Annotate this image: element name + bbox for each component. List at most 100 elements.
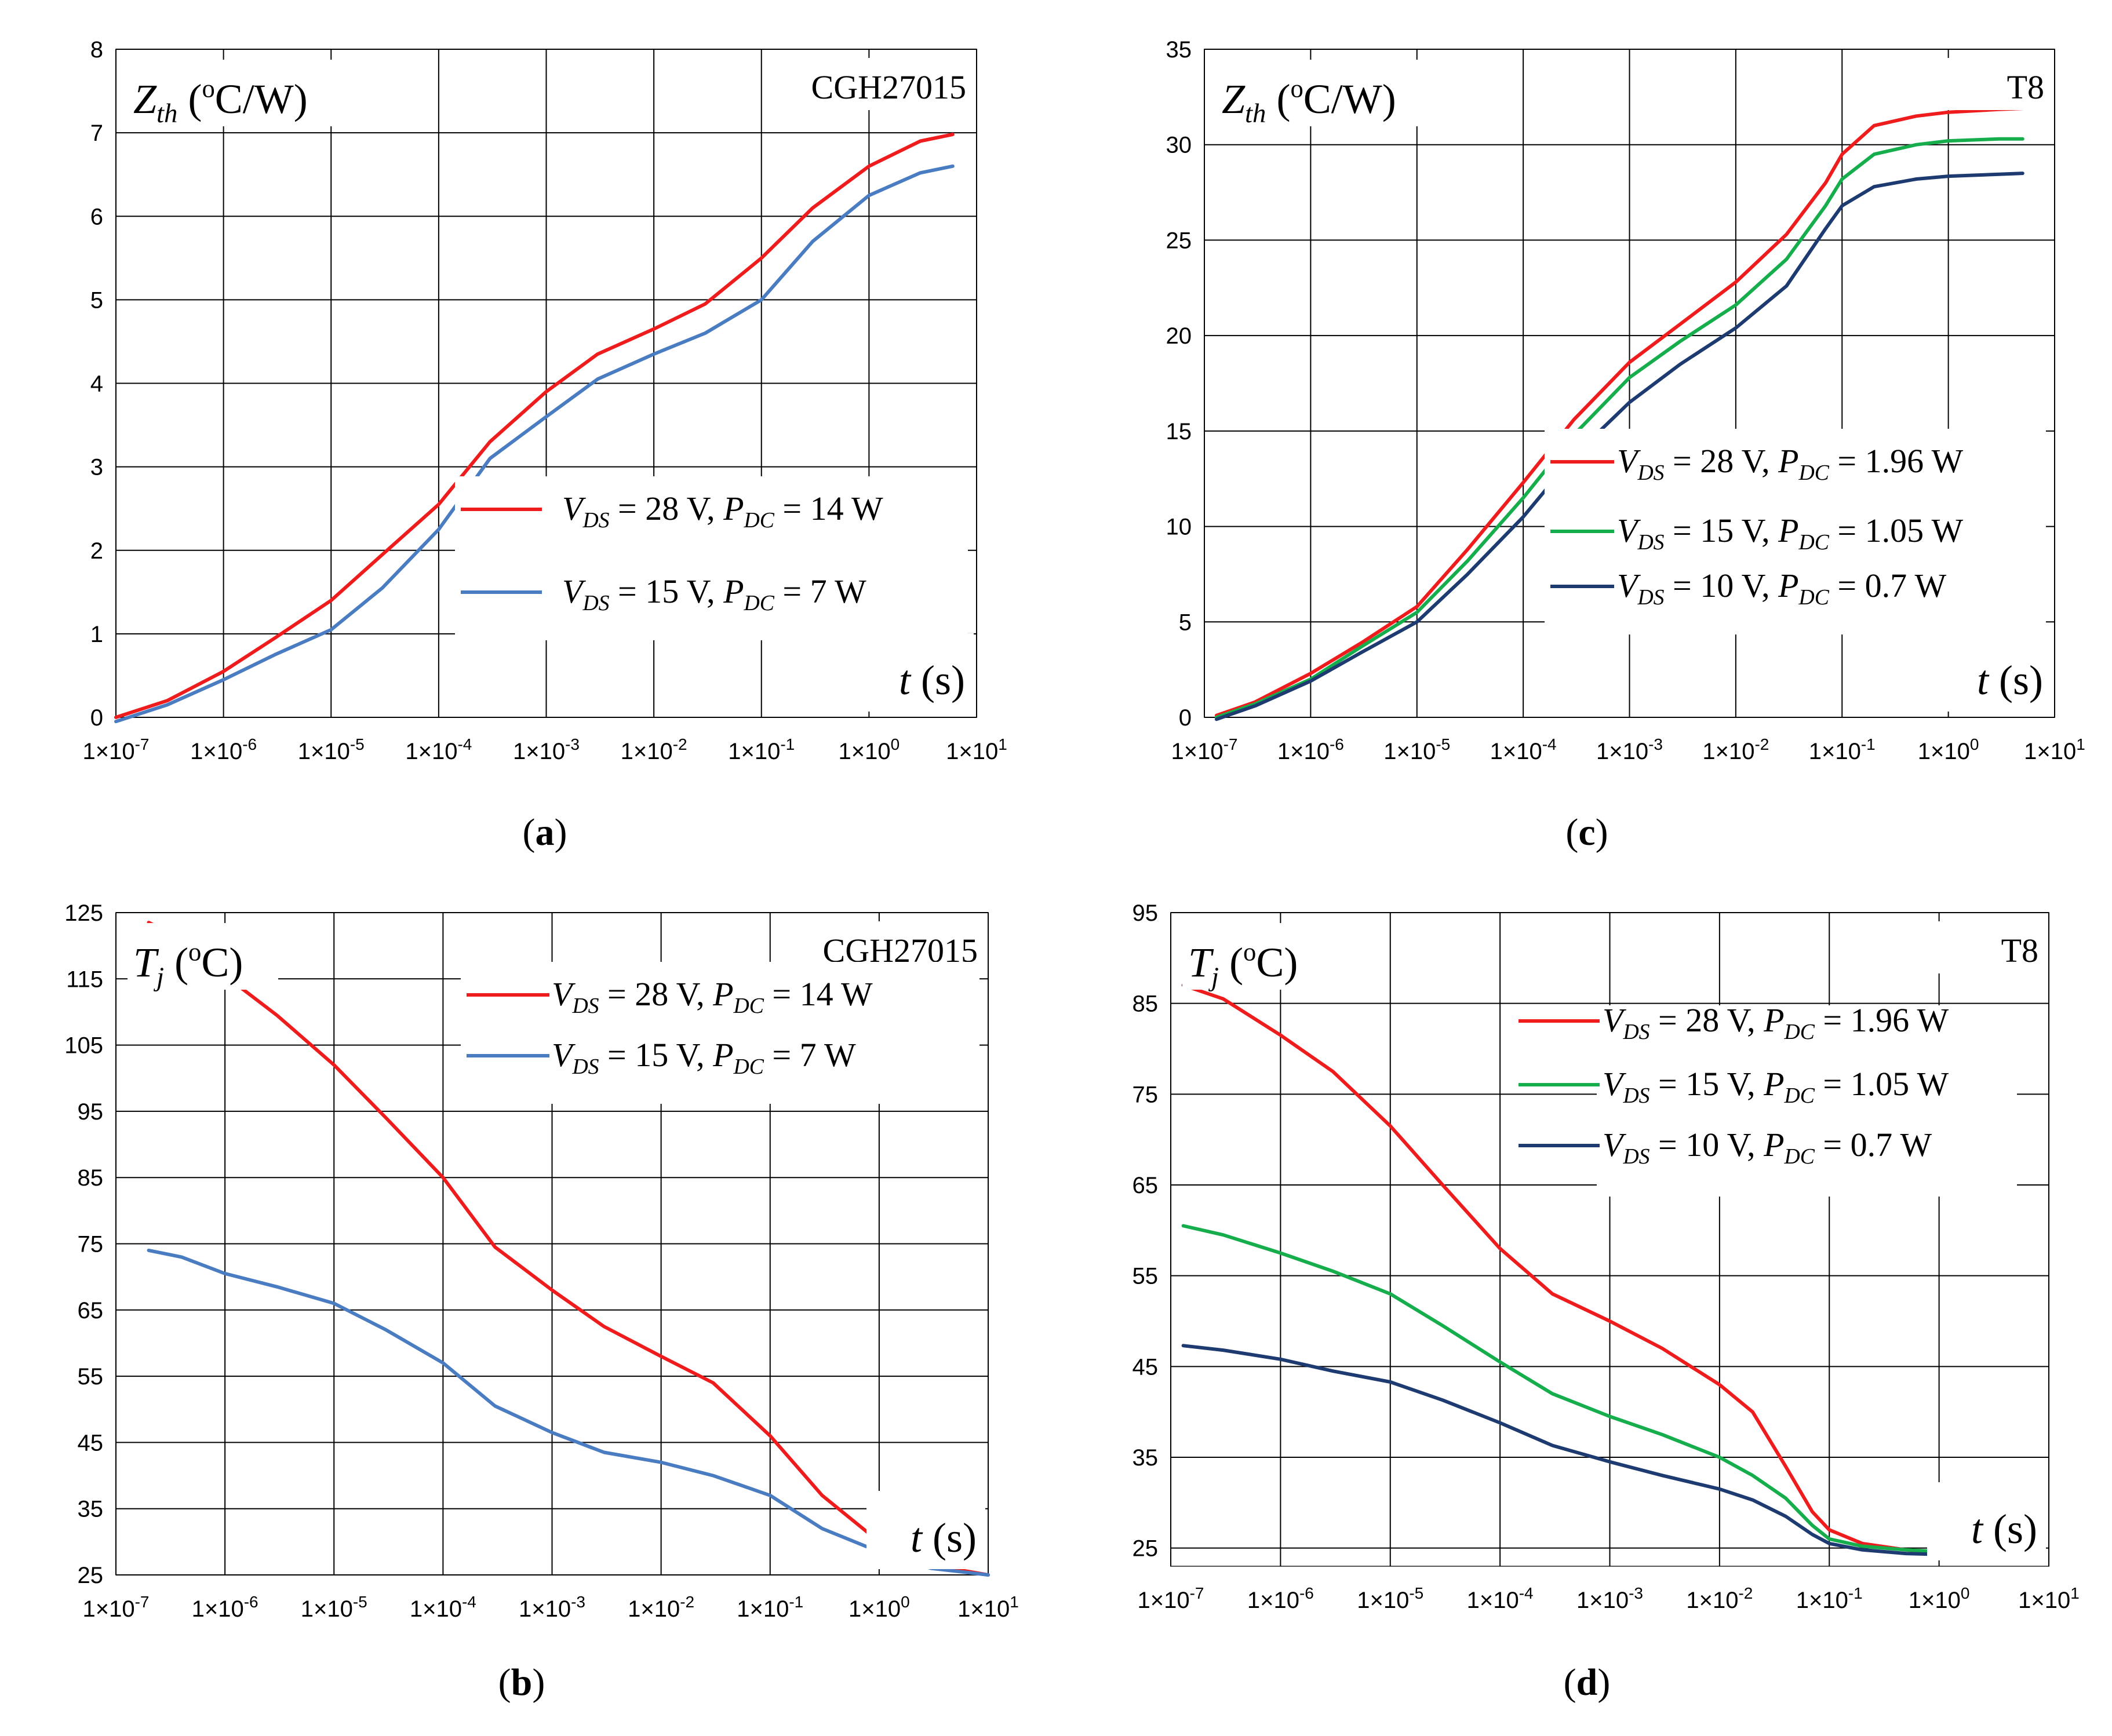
legend-background [1545,429,2046,634]
ylabel-background [128,60,377,126]
x-tick-label: 1×10-1 [737,1593,803,1622]
x-tick-label: 1×10-7 [82,735,149,764]
y-tick-label: 45 [1133,1354,1159,1380]
x-tick-label: 1×10-3 [1576,1584,1643,1613]
ylabel-background [1216,60,1465,126]
x-tick-label: 1×101 [2024,735,2085,764]
x-tick-label: 1×10-6 [1277,735,1344,764]
x-tick-label: 1×10-2 [1702,735,1769,764]
x-tick-label: 1×10-5 [1383,735,1450,764]
x-tick-label: 1×10-3 [1596,735,1663,764]
series-line [1181,1224,2018,1555]
x-axis-label: t (s) [1977,657,2043,703]
subfigure-caption: (a) [523,811,567,854]
y-tick-label: 8 [90,37,103,63]
y-tick-label: 35 [1166,37,1192,63]
x-tick-label: 1×10-5 [298,735,365,764]
ylabel-background [1182,923,1333,990]
x-tick-label: 1×10-7 [82,1593,149,1622]
y-tick-label: 95 [1133,900,1159,926]
legend-entry: VDS = 15 V, PDC = 7 W [552,1036,856,1079]
chart-a: 1×10-7 1×10-6 1×10-5 1×10-4 1×10-3 1×10-2 1×10… [82,37,1007,854]
y-tick-label: 5 [90,287,103,313]
x-tick-label: 1×10-1 [1809,735,1876,764]
x-tick-label: 1×10-7 [1137,1584,1204,1613]
legend-background [455,476,968,640]
legend-entry: VDS = 28 V, PDC = 1.96 W [1617,442,1964,485]
subfigure-caption: (c) [1565,811,1608,854]
legend-background [461,962,979,1104]
y-tick-label: 115 [66,967,103,992]
legend-entry: VDS = 15 V, PDC = 1.05 W [1603,1065,1949,1108]
y-tick-label: 15 [1166,419,1192,444]
y-tick-label: 65 [78,1298,104,1323]
y-tick-label: 30 [1166,133,1192,158]
legend-entry: VDS = 10 V, PDC = 0.7 W [1617,567,1947,610]
y-axis-label: Tj (oC) [133,938,243,992]
x-axis-label: t (s) [911,1515,977,1561]
subfigure-caption: (d) [1564,1661,1611,1704]
y-tick-label: 1 [90,622,103,647]
x-tick-label: 1×10-6 [1247,1584,1314,1613]
y-tick-label: 55 [78,1364,104,1389]
y-tick-label: 3 [90,455,103,480]
x-tick-label: 1×10-4 [1467,1584,1534,1613]
x-tick-label: 1×10-2 [1686,1584,1753,1613]
legend-entry: VDS = 15 V, PDC = 7 W [562,572,866,615]
x-tick-label: 1×100 [849,1593,910,1622]
legend-entry: VDS = 10 V, PDC = 0.7 W [1603,1126,1932,1169]
x-tick-label: 1×10-2 [628,1593,694,1622]
x-tick-label: 1×10-4 [410,1593,476,1622]
y-tick-label: 4 [90,371,103,397]
chart-c: 1×10-7 1×10-6 1×10-5 1×10-4 1×10-3 1×10-2 1×10… [1166,37,2085,854]
y-axis-label: Zth (oC/W) [133,74,308,129]
x-tick-label: 1×10-7 [1171,735,1237,764]
ylabel-background [128,923,278,990]
y-tick-label: 0 [1179,705,1192,731]
series-line [147,1248,990,1577]
y-tick-label: 75 [78,1232,104,1257]
legend-background [1597,1005,2017,1197]
legend-entry: VDS = 28 V, PDC = 14 W [562,490,883,533]
x-tick-label: 1×10-1 [1796,1584,1863,1613]
chart-title: T8 [2001,932,2038,969]
title-background [768,58,974,110]
series-line [1181,1344,2018,1558]
xlabel-background [1927,1482,2046,1560]
x-tick-label: 1×100 [839,735,900,764]
x-tick-label: 1×100 [1918,735,1979,764]
x-tick-label: 1×101 [2018,1584,2080,1613]
y-tick-label: 125 [64,900,103,926]
x-tick-label: 1×10-1 [728,735,795,764]
y-tick-label: 95 [78,1099,104,1125]
xlabel-background [855,633,974,712]
chart-d: 1×10-7 1×10-6 1×10-5 1×10-4 1×10-3 1×10-2 1×10… [1133,900,2080,1704]
x-tick-label: 1×10-3 [513,735,580,764]
x-tick-label: 1×10-2 [621,735,687,764]
series-line [1214,137,2024,719]
series-line [114,164,955,724]
series-line [1214,107,2024,717]
y-tick-label: 55 [1133,1264,1159,1289]
x-tick-label: 1×10-3 [519,1593,585,1622]
y-tick-label: 10 [1166,515,1192,540]
title-background [1846,58,2052,110]
x-tick-label: 1×10-4 [405,735,472,764]
y-tick-label: 65 [1133,1173,1159,1198]
y-tick-label: 0 [90,705,103,731]
y-tick-label: 7 [90,121,103,146]
x-tick-label: 1×10-6 [192,1593,258,1622]
x-tick-label: 1×101 [946,735,1007,764]
chart-title: CGH27015 [811,68,966,106]
x-tick-label: 1×101 [957,1593,1019,1622]
legend-entry: VDS = 28 V, PDC = 14 W [552,975,873,1018]
y-axis-label: Tj (oC) [1188,938,1298,992]
x-tick-label: 1×100 [1909,1584,1970,1613]
y-tick-label: 35 [1133,1445,1159,1471]
y-tick-label: 105 [64,1033,103,1059]
chart-title: T8 [2007,68,2044,106]
xlabel-background [1933,633,2052,712]
xlabel-background [866,1491,985,1569]
y-tick-label: 20 [1166,323,1192,349]
